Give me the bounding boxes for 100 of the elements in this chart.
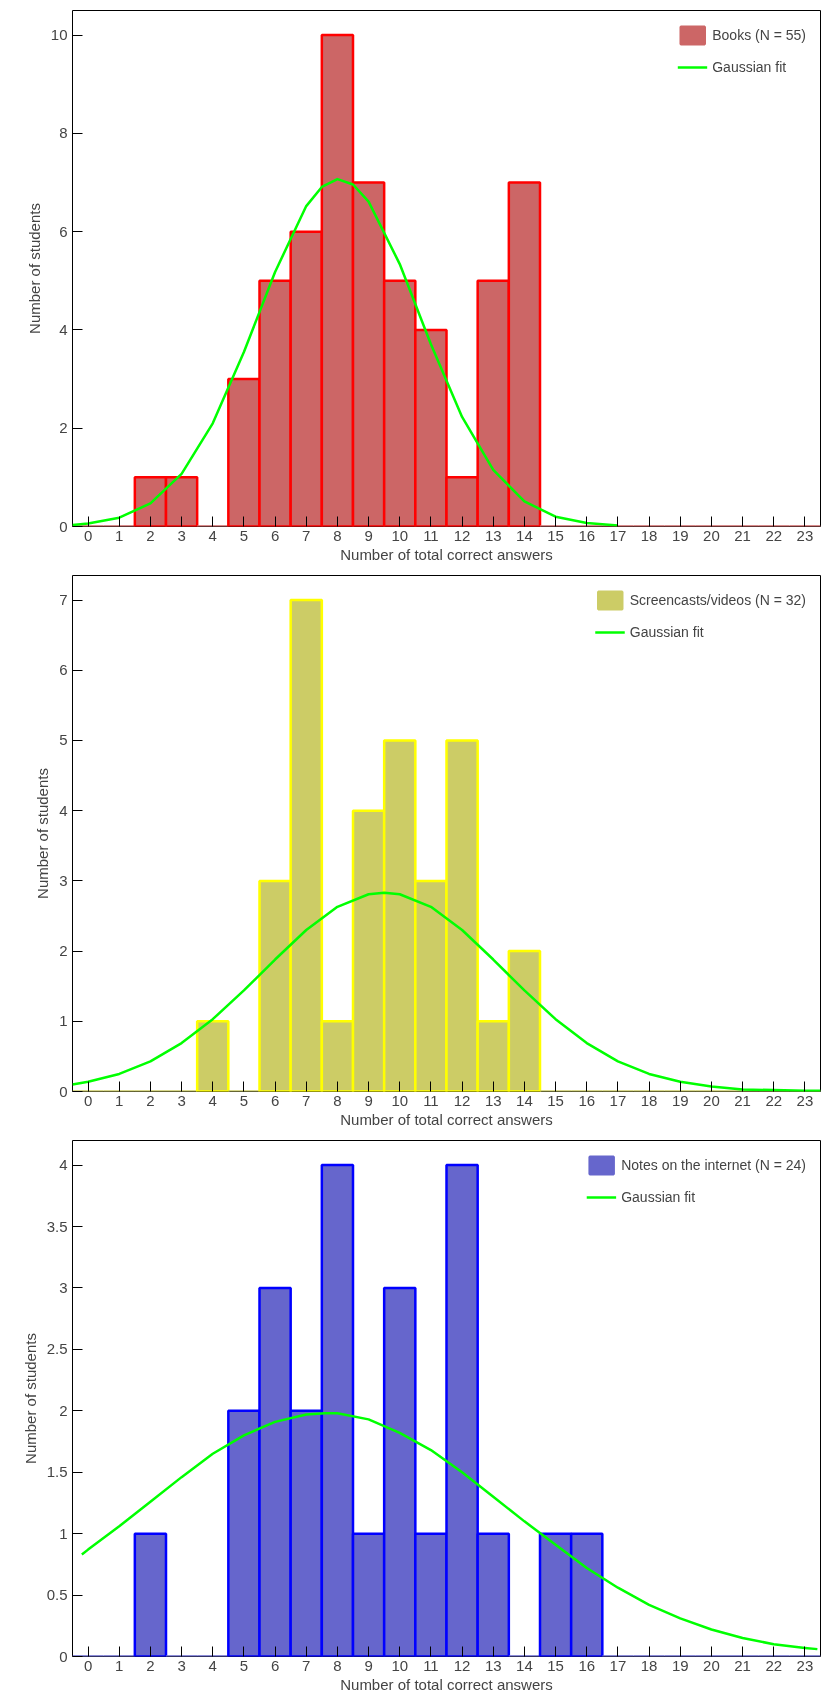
y-tick-label: 6	[59, 222, 68, 240]
y-tick-label: 3	[59, 871, 68, 889]
x-tick-label: 14	[516, 1091, 533, 1109]
y-axis-title: Number of students	[21, 1333, 39, 1464]
x-tick-label: 9	[364, 1091, 373, 1109]
x-tick-label: 6	[270, 1091, 280, 1109]
x-axis-title: Number of total correct answers	[340, 1110, 553, 1128]
legend-label: Screencasts/videos (N = 32)	[629, 592, 806, 608]
x-tick-label: 19	[671, 1091, 689, 1109]
x-tick-label: 4	[208, 1091, 217, 1109]
x-tick-label: 12	[453, 1656, 471, 1674]
x-tick-label: 15	[547, 1091, 564, 1109]
x-axis-title: Number of total correct answers	[340, 1675, 553, 1693]
y-tick-label: 2	[59, 942, 68, 960]
x-tick-label: 22	[765, 1656, 783, 1674]
x-tick-label: 11	[423, 526, 439, 544]
x-tick-label: 0	[83, 526, 93, 544]
y-tick-label: 6	[59, 661, 68, 679]
x-tick-label: 8	[333, 1091, 342, 1109]
x-tick-label: 8	[333, 526, 342, 544]
x-tick-label: 4	[208, 1656, 217, 1674]
legend-label: Notes on the internet (N = 24)	[621, 1157, 806, 1173]
y-tick-label: 7	[59, 591, 68, 609]
y-tick-label: 4	[59, 1156, 68, 1174]
y-axis-title: Number of students	[34, 768, 52, 899]
y-tick-label: 2.5	[46, 1340, 68, 1358]
x-tick-label: 3	[177, 1656, 186, 1674]
legend-label: Gaussian fit	[712, 59, 787, 75]
x-tick-label: 1	[115, 1656, 124, 1674]
x-tick-label: 22	[765, 526, 783, 544]
x-tick-label: 23	[796, 526, 814, 544]
x-tick-label: 13	[484, 526, 502, 544]
y-tick-label: 1	[59, 1012, 68, 1030]
x-tick-label: 14	[516, 526, 533, 544]
x-tick-label: 20	[703, 1091, 720, 1109]
x-tick-label: 21	[734, 1091, 751, 1109]
x-tick-label: 10	[391, 1091, 409, 1109]
x-tick-label: 18	[640, 526, 658, 544]
x-tick-label: 16	[578, 526, 596, 544]
x-tick-label: 18	[640, 1656, 658, 1674]
x-tick-label: 23	[796, 1091, 814, 1109]
y-tick-label: 8	[59, 124, 68, 142]
y-axis-title: Number of students	[25, 203, 43, 334]
x-tick-label: 21	[734, 1656, 751, 1674]
y-tick-label: 2	[59, 1401, 68, 1419]
y-tick-label: 1.5	[46, 1463, 68, 1481]
legend-label: Gaussian fit	[629, 624, 704, 640]
x-tick-label: 17	[609, 526, 627, 544]
x-axis-title: Number of total correct answers	[340, 545, 553, 563]
y-tick-label: 3.5	[46, 1217, 68, 1235]
y-tick-label: 0.5	[46, 1586, 68, 1604]
x-tick-label: 1	[115, 526, 124, 544]
y-tick-label: 4	[59, 320, 68, 338]
x-tick-label: 18	[640, 1091, 658, 1109]
y-tick-label: 1	[59, 1524, 68, 1542]
x-tick-label: 20	[703, 1656, 720, 1674]
x-tick-label: 11	[423, 1091, 439, 1109]
y-tick-label: 4	[59, 801, 68, 819]
x-tick-label: 7	[302, 1091, 311, 1109]
x-tick-label: 16	[578, 1656, 596, 1674]
x-tick-label: 10	[391, 526, 409, 544]
x-tick-label: 3	[177, 526, 186, 544]
x-tick-label: 17	[609, 1091, 627, 1109]
line-series	[80, 1411, 819, 1651]
x-tick-label: 5	[239, 526, 249, 544]
x-tick-label: 12	[453, 526, 471, 544]
x-tick-label: 7	[302, 526, 311, 544]
x-tick-label: 2	[146, 526, 155, 544]
y-tick-label: 10	[50, 26, 68, 44]
x-tick-label: 13	[484, 1091, 502, 1109]
x-tick-label: 1	[115, 1091, 124, 1109]
x-tick-label: 9	[364, 526, 373, 544]
x-tick-label: 0	[83, 1656, 93, 1674]
x-tick-label: 22	[765, 1091, 783, 1109]
x-tick-label: 19	[671, 1656, 689, 1674]
x-tick-label: 7	[302, 1656, 311, 1674]
x-tick-label: 4	[208, 526, 217, 544]
x-tick-label: 11	[423, 1656, 439, 1674]
line-series	[72, 891, 821, 1092]
x-tick-label: 16	[578, 1091, 596, 1109]
y-tick-label: 2	[59, 419, 68, 437]
x-tick-label: 21	[734, 526, 751, 544]
x-tick-label: 6	[270, 526, 280, 544]
x-tick-label: 6	[270, 1656, 280, 1674]
x-tick-label: 14	[516, 1656, 533, 1674]
legend-label: Gaussian fit	[621, 1189, 696, 1205]
x-tick-label: 3	[177, 1091, 186, 1109]
x-tick-label: 5	[239, 1091, 249, 1109]
x-tick-label: 13	[484, 1656, 502, 1674]
x-tick-label: 15	[547, 526, 564, 544]
x-tick-label: 2	[146, 1656, 155, 1674]
y-tick-label: 3	[59, 1278, 68, 1296]
y-tick-label: 5	[59, 731, 68, 749]
x-tick-label: 10	[391, 1656, 409, 1674]
x-tick-label: 9	[364, 1656, 373, 1674]
legend-label: Books (N = 55)	[712, 27, 806, 43]
x-tick-label: 20	[703, 526, 720, 544]
x-tick-label: 23	[796, 1656, 814, 1674]
x-tick-label: 19	[671, 526, 689, 544]
x-tick-label: 2	[146, 1091, 155, 1109]
